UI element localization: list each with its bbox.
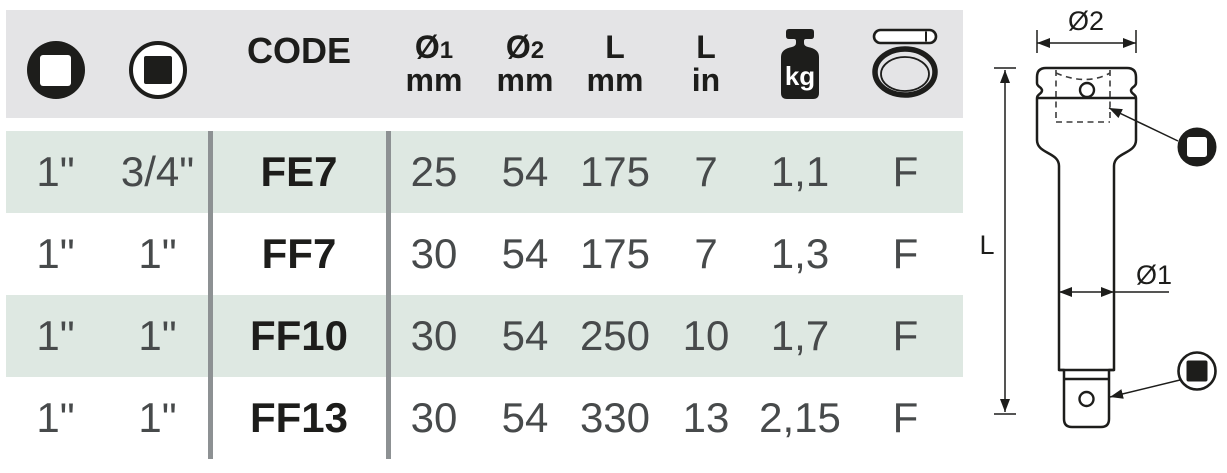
d2-symbol: Ø2 [505, 29, 545, 66]
male-drive-callout [1109, 351, 1217, 399]
cell-male-size: 3/4" [120, 148, 195, 195]
header-code: CODE [210, 10, 388, 118]
header-gap [6, 118, 963, 131]
cell-d1: 30 [410, 394, 458, 441]
cell-ring: F [892, 148, 919, 195]
length-mm-unit: mm [586, 62, 644, 98]
male-square-drive-icon [1177, 351, 1217, 391]
cell-code: FF10 [249, 312, 349, 359]
length-in-unit: in [691, 62, 721, 98]
table-header-row: CODE Ø1 mm Ø2 mm L mm [6, 10, 963, 118]
dimension-d2: Ø2 [1036, 6, 1137, 53]
ring-and-pin-icon [871, 28, 938, 98]
d2-label: Ø2 [1068, 6, 1104, 36]
header-weight: kg [752, 10, 848, 118]
cell-length-mm: 175 [579, 230, 651, 277]
d2-unit: mm [496, 62, 554, 98]
cell-d1: 30 [410, 230, 458, 277]
header-length-mm: L mm [570, 10, 660, 118]
vertical-divider [386, 131, 391, 459]
length-mm-symbol: L [605, 29, 625, 66]
pin-hole [1078, 390, 1095, 408]
cell-ring: F [892, 394, 919, 441]
cell-code: FF7 [261, 230, 337, 277]
cell-d2: 54 [501, 394, 549, 441]
cell-weight: 1,1 [770, 148, 830, 195]
table-row: 1" 1" FF10 30 54 250 10 1,7 F [6, 295, 963, 377]
length-in-symbol: L [696, 29, 716, 66]
cell-weight: 1,7 [770, 312, 830, 359]
cell-length-in: 7 [694, 230, 718, 277]
cell-length-mm: 250 [579, 312, 651, 359]
cell-male-size: 1" [138, 230, 177, 277]
length-label: L [979, 230, 994, 260]
vertical-divider [208, 131, 213, 459]
header-d1: Ø1 mm [388, 10, 480, 118]
cell-male-size: 1" [138, 312, 177, 359]
spec-table: CODE Ø1 mm Ø2 mm L mm [6, 10, 963, 459]
cell-length-in: 13 [682, 394, 730, 441]
d1-unit: mm [405, 62, 463, 98]
cell-female-size: 1" [36, 230, 75, 277]
header-length-in: L in [660, 10, 752, 118]
header-male-drive [105, 10, 210, 118]
cell-code: FF13 [249, 394, 349, 441]
dimension-d1: Ø1 [1059, 260, 1172, 297]
extension-bar-drawing: Ø2 L Ø1 [979, 6, 1217, 429]
cell-d1: 25 [410, 148, 458, 195]
header-female-drive [6, 10, 105, 118]
cell-ring: F [892, 230, 919, 277]
cell-weight: 1,3 [770, 230, 830, 277]
table-row: 1" 1" FF13 30 54 330 13 2,15 F [6, 377, 963, 459]
locking-ball [1078, 81, 1096, 99]
cell-length-in: 10 [682, 312, 730, 359]
cell-female-size: 1" [36, 312, 75, 359]
cell-female-size: 1" [36, 394, 75, 441]
female-drive-callout [1108, 107, 1217, 167]
cell-d1: 30 [410, 312, 458, 359]
header-ring-pin [848, 10, 963, 118]
cell-length-mm: 330 [579, 394, 651, 441]
table-row: 1" 1" FF7 30 54 175 7 1,3 F [6, 213, 963, 295]
female-square-drive-icon [1177, 127, 1217, 167]
cell-d2: 54 [501, 148, 549, 195]
header-d2: Ø2 mm [480, 10, 570, 118]
cell-d2: 54 [501, 312, 549, 359]
male-square-drive-icon [128, 41, 187, 99]
table-row: 1" 3/4" FE7 25 54 175 7 1,1 F [6, 131, 963, 213]
code-header-label: CODE [246, 30, 351, 71]
cell-d2: 54 [501, 230, 549, 277]
extension-bar-outline [1035, 66, 1138, 429]
cell-weight: 2,15 [759, 394, 841, 441]
kg-label: kg [785, 61, 815, 91]
cell-code: FE7 [260, 148, 338, 195]
cell-length-in: 7 [694, 148, 718, 195]
cell-male-size: 1" [138, 394, 177, 441]
dimension-length: L [979, 67, 1016, 415]
cell-length-mm: 175 [579, 148, 651, 195]
table-body: 1" 3/4" FE7 25 54 175 7 1,1 F 1" 1" FF7 … [6, 131, 963, 459]
d1-symbol: Ø1 [414, 29, 454, 66]
cell-ring: F [892, 312, 919, 359]
weight-kg-icon: kg [781, 29, 819, 99]
female-square-drive-icon [26, 41, 85, 99]
cell-female-size: 1" [36, 148, 75, 195]
d1-label: Ø1 [1136, 260, 1172, 290]
